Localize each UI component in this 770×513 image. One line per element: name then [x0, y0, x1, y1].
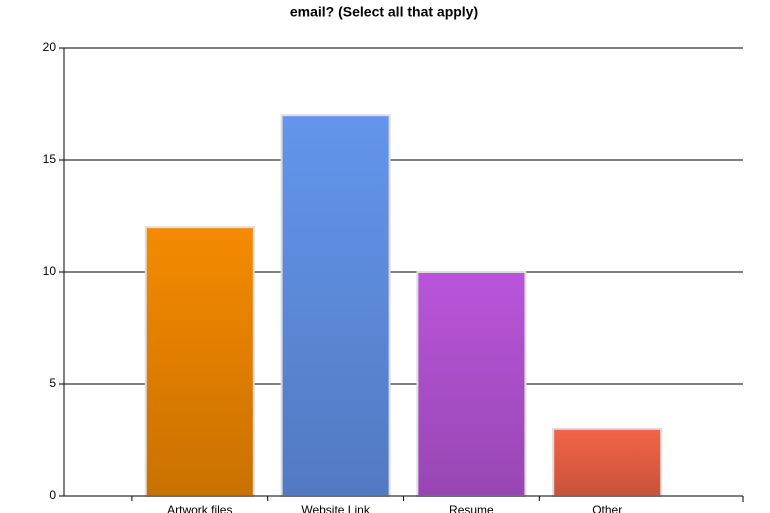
x-tick-label: Website Link: [301, 503, 370, 513]
x-tick-label: Other: [592, 503, 622, 513]
y-tick-label: 15: [43, 152, 57, 166]
bar: [144, 226, 255, 497]
x-tick-label: Artwork files: [167, 503, 232, 513]
y-tick-label: 5: [49, 376, 56, 390]
y-tick-label: 10: [43, 264, 57, 278]
chart-title: email? (Select all that apply): [290, 4, 478, 20]
bar: [416, 271, 527, 497]
y-tick-label: 20: [43, 40, 57, 54]
bar: [552, 427, 663, 497]
x-tick-label: Resume: [449, 503, 494, 513]
bar: [280, 114, 391, 497]
y-tick-label: 0: [49, 488, 56, 502]
